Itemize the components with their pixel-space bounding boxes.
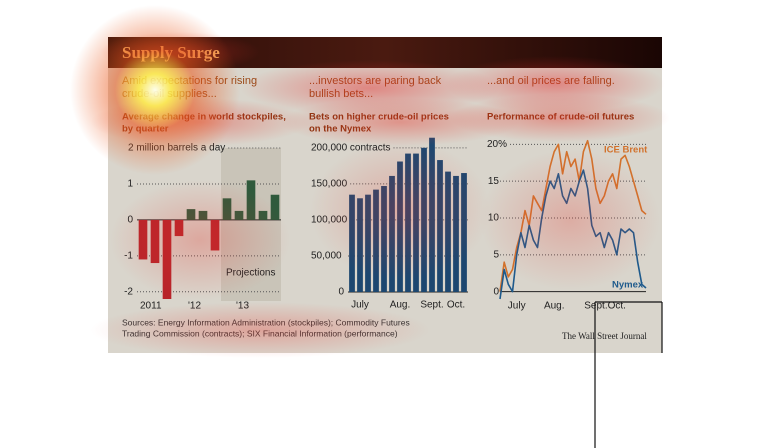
bar (397, 161, 403, 292)
y-tick-label: 20% (487, 139, 507, 150)
chart-subtitle: on the Nymex (309, 124, 372, 135)
bar (234, 210, 244, 220)
bar (413, 153, 419, 292)
credit: The Wall Street Journal (562, 331, 647, 341)
y-tick-label: 0 (338, 287, 344, 298)
y-tick-label: 100,000 (311, 215, 348, 226)
bar (421, 147, 427, 292)
bar (437, 160, 443, 292)
bar (365, 194, 371, 292)
x-tick-label: Aug. (390, 300, 411, 311)
chart-heading: Amid expectations for rising (122, 75, 257, 87)
y-tick-label: 0 (493, 286, 499, 297)
x-tick-label: Sept. (420, 300, 443, 311)
chart-heading: ...investors are paring back (309, 75, 442, 87)
bar (405, 153, 411, 292)
bar (429, 137, 435, 292)
title: Supply Surge (122, 43, 220, 62)
chart-heading: crude-oil supplies... (122, 88, 217, 100)
source-line: Trading Commission (contracts); SIX Fina… (122, 328, 398, 338)
y-tick-label: 5 (493, 249, 499, 260)
x-tick-label: Oct. (447, 300, 465, 311)
chart-heading: bullish bets... (309, 88, 373, 100)
bar (186, 209, 196, 220)
chart-subtitle: Performance of crude-oil futures (487, 112, 634, 123)
y-tick-label: 0 (127, 215, 133, 226)
bar (222, 198, 232, 220)
bar (162, 219, 172, 299)
bar (246, 180, 256, 220)
x-tick-label: '12 (188, 301, 201, 312)
y-tick-label: 1 (127, 179, 133, 190)
bar (138, 219, 148, 260)
y-tick-label: 2 million barrels a day (128, 143, 225, 154)
chart-heading: ...and oil prices are falling. (487, 75, 615, 87)
y-tick-label: 50,000 (311, 251, 342, 262)
series-label: Nymex (612, 280, 644, 291)
y-tick-label: 10 (488, 213, 500, 224)
chart-subtitle: by quarter (122, 124, 169, 135)
bar (453, 175, 459, 292)
bar (258, 210, 268, 220)
chart-subtitle: Average change in world stockpiles, (122, 112, 286, 123)
x-tick-label: 2011 (140, 301, 162, 312)
bar (373, 189, 379, 292)
source: Sources: Energy Information Administrati… (122, 317, 410, 338)
annotation: Projections (226, 268, 275, 279)
bar (445, 171, 451, 292)
bar (150, 219, 160, 264)
bar (198, 210, 208, 220)
x-tick-label: July (508, 301, 526, 312)
bar (349, 194, 355, 292)
bar (357, 198, 363, 292)
y-tick-label: 15 (488, 176, 500, 187)
x-tick-label: Aug. (544, 301, 565, 312)
y-tick-label: 200,000 contracts (311, 142, 391, 153)
bar (174, 219, 184, 237)
series-label: ICE Brent (604, 145, 648, 156)
bar (270, 194, 280, 220)
x-tick-label: July (351, 300, 369, 311)
y-tick-label: 150,000 (311, 179, 348, 190)
x-tick-label: '13 (236, 301, 249, 312)
source-line: Sources: Energy Information Administrati… (122, 317, 410, 327)
y-tick-label: -1 (124, 250, 133, 261)
bar (210, 219, 220, 251)
y-tick-label: -2 (124, 286, 133, 297)
bar (461, 173, 467, 292)
bar (389, 175, 395, 292)
chart-subtitle: Bets on higher crude-oil prices (309, 112, 449, 123)
bar (381, 186, 387, 292)
